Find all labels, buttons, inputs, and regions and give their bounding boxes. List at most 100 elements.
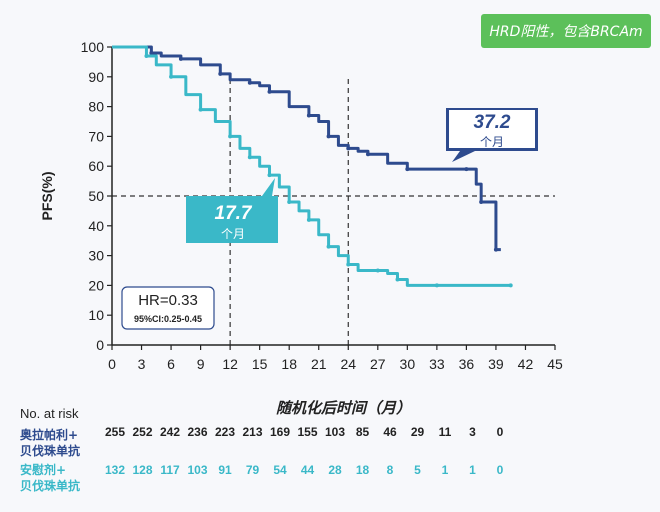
censor-mark-placebo — [346, 262, 351, 267]
at-risk-count: 28 — [328, 463, 342, 477]
at-risk-count: 155 — [297, 425, 317, 439]
censor-mark-olaparib — [493, 247, 498, 252]
y-tick-label: 70 — [88, 128, 104, 144]
at-risk-count: 91 — [218, 463, 232, 477]
at-risk-label-placebo-line1: 安慰剂+ — [20, 462, 66, 477]
x-tick-label: 30 — [400, 356, 416, 372]
y-axis-label: PFS(%) — [39, 172, 55, 221]
at-risk-count: 117 — [160, 463, 180, 477]
at-risk-count: 213 — [242, 425, 262, 439]
at-risk-count: 54 — [273, 463, 287, 477]
at-risk-count: 44 — [301, 463, 315, 477]
x-tick-label: 24 — [340, 356, 356, 372]
at-risk-label-olaparib-line1: 奥拉帕利+ — [20, 427, 78, 442]
at-risk-count: 18 — [356, 463, 370, 477]
at-risk-count: 255 — [105, 425, 125, 439]
at-risk-label-olaparib-line2: 贝伐珠单抗 — [20, 443, 80, 458]
subgroup-badge: HRD阳性，包含BRCAm — [481, 14, 651, 48]
censor-mark-olaparib — [218, 71, 223, 76]
at-risk-row-olaparib: 奥拉帕利+ 贝伐珠单抗 255 252 242 236 223 213 169 155 103 8… — [20, 425, 504, 458]
censor-mark-placebo — [228, 134, 233, 139]
y-tick-label: 80 — [88, 99, 104, 115]
y-tick-label: 30 — [88, 248, 104, 264]
y-tick-label: 100 — [81, 39, 105, 55]
at-risk-count: 8 — [387, 463, 394, 477]
censor-mark-placebo — [306, 217, 311, 222]
censor-mark-olaparib — [306, 113, 311, 118]
at-risk-count: 223 — [215, 425, 235, 439]
at-risk-count: 3 — [469, 425, 476, 439]
censor-mark-placebo — [287, 199, 292, 204]
at-risk-count: 252 — [132, 425, 152, 439]
censor-mark-placebo — [198, 107, 203, 112]
censor-mark-placebo — [375, 268, 380, 273]
y-tick-label: 90 — [88, 69, 104, 85]
at-risk-count: 169 — [270, 425, 290, 439]
x-tick-label: 9 — [197, 356, 205, 372]
x-tick-label: 3 — [138, 356, 146, 372]
x-tick-label: 36 — [459, 356, 475, 372]
at-risk-count: 0 — [497, 425, 504, 439]
censor-mark-placebo — [247, 155, 252, 160]
y-tick-label: 0 — [96, 337, 104, 353]
median-olaparib-value: 37.2 — [474, 112, 511, 133]
x-tick-label: 21 — [311, 356, 327, 372]
at-risk-row-placebo: 安慰剂+ 贝伐珠单抗 132 128 117 103 91 79 54 44 28 18 8 5 1 1 0 — [20, 462, 504, 493]
y-tick-label: 50 — [88, 188, 104, 204]
at-risk-count: 1 — [469, 463, 476, 477]
y-tick-label: 20 — [88, 277, 104, 293]
hazard-ratio-box: HR=0.33 95%CI:0.25-0.45 — [121, 286, 215, 330]
censor-mark-placebo — [326, 244, 331, 249]
x-tick-label: 18 — [281, 356, 297, 372]
at-risk-count: 236 — [187, 425, 207, 439]
censor-mark-placebo — [434, 283, 439, 288]
x-axis-label: 随机化后时间（月） — [276, 399, 411, 417]
median-placebo-value: 17.7 — [215, 203, 253, 224]
censor-mark-placebo — [144, 53, 149, 58]
at-risk-count: 103 — [325, 425, 345, 439]
censor-mark-olaparib — [479, 199, 484, 204]
censor-mark-olaparib — [326, 134, 331, 139]
x-tick-label: 39 — [488, 356, 504, 372]
censor-mark-placebo — [508, 283, 513, 288]
x-tick-labels: 0 3 6 9 12 15 18 21 24 27 30 33 36 39 42 45 — [108, 345, 563, 372]
hazard-ratio-value: HR=0.33 — [138, 292, 198, 309]
survival-curve-placebo — [112, 45, 511, 287]
x-tick-label: 33 — [429, 356, 445, 372]
x-tick-label: 45 — [547, 356, 563, 372]
censor-mark-olaparib — [365, 152, 370, 157]
censor-mark-placebo — [169, 74, 174, 79]
censor-mark-olaparib — [267, 89, 272, 94]
censor-mark-olaparib — [247, 80, 252, 85]
x-tick-label: 12 — [222, 356, 238, 372]
y-tick-label: 10 — [88, 307, 104, 323]
x-tick-label: 6 — [167, 356, 175, 372]
median-callout-olaparib: 37.2 个月 — [446, 108, 538, 162]
y-tick-label: 40 — [88, 218, 104, 234]
censor-mark-placebo — [267, 173, 272, 178]
median-placebo-unit: 个月 — [221, 227, 245, 241]
at-risk-count: 29 — [411, 425, 425, 439]
at-risk-count: 5 — [414, 463, 421, 477]
censor-mark-olaparib — [178, 56, 183, 61]
x-tick-label: 0 — [108, 356, 116, 372]
y-tick-labels: 0 10 20 30 40 50 60 70 80 90 100 — [81, 39, 112, 353]
censor-mark-placebo — [395, 277, 400, 282]
at-risk-label-placebo-line2: 贝伐珠单抗 — [20, 478, 80, 493]
censor-mark-olaparib — [149, 50, 154, 55]
at-risk-count: 0 — [497, 463, 504, 477]
x-tick-label: 27 — [370, 356, 386, 372]
at-risk-counts-olaparib: 255 252 242 236 223 213 169 155 103 85 46 29 11 3 0 — [105, 425, 504, 439]
survival-curve-olaparib — [112, 45, 501, 252]
hazard-ratio-ci: 95%CI:0.25-0.45 — [134, 314, 202, 324]
at-risk-count: 128 — [132, 463, 152, 477]
at-risk-count: 103 — [187, 463, 207, 477]
at-risk-count: 46 — [383, 425, 397, 439]
median-olaparib-unit: 个月 — [480, 135, 504, 149]
at-risk-count: 1 — [442, 463, 449, 477]
at-risk-count: 242 — [160, 425, 180, 439]
at-risk-title: No. at risk — [20, 406, 79, 421]
at-risk-count: 11 — [439, 425, 452, 439]
